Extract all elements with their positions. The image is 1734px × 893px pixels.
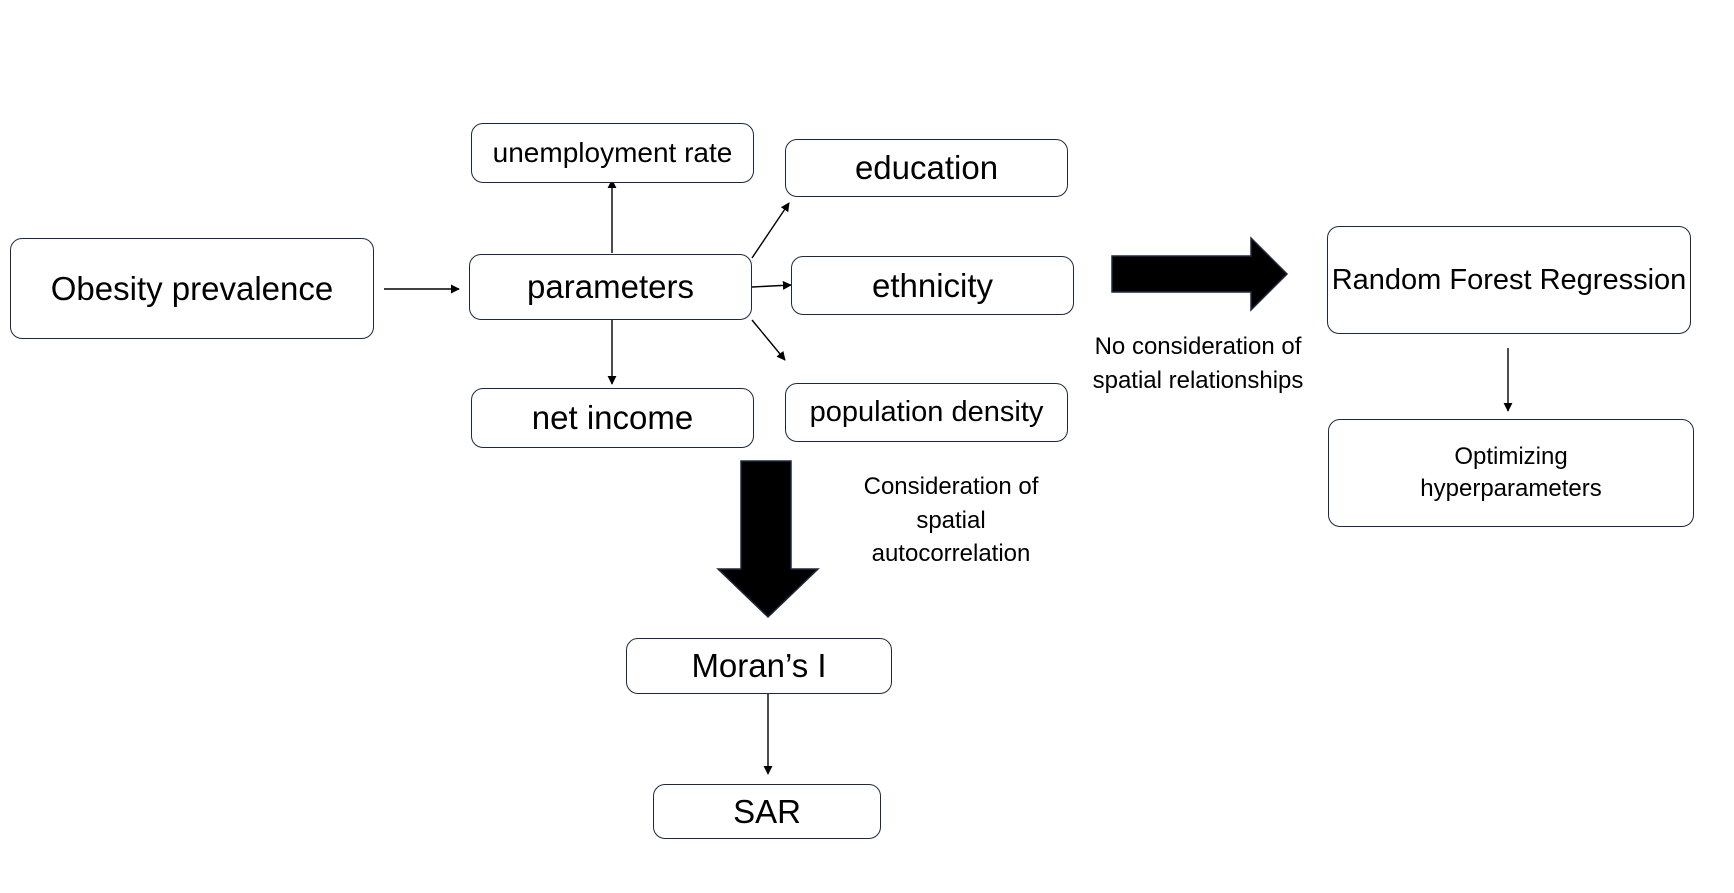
arrow-parameters-to-population-density: [751, 319, 786, 361]
random-forest-regression-box: Random Forest Regression: [1327, 226, 1691, 334]
arrow-parameters-to-ethnicity: [751, 280, 792, 290]
optimizing-hyperparameters-label: Optimizing hyperparameters: [1420, 443, 1602, 502]
population-density-label: population density: [809, 396, 1044, 428]
obesity-prevalence-box: Obesity prevalence: [10, 238, 374, 339]
net-income-box: net income: [471, 388, 754, 448]
optimizing-hyperparameters-box: Optimizing hyperparameters: [1328, 419, 1694, 527]
arrow-parameters-to-education: [751, 202, 790, 259]
morans-i-box: Moran’s I: [626, 638, 892, 694]
parameters-label: parameters: [527, 268, 694, 305]
ethnicity-label: ethnicity: [871, 266, 994, 304]
education-label: education: [854, 149, 999, 186]
unemployment-rate-label: unemployment rate: [492, 137, 733, 168]
education-box: education: [785, 139, 1068, 197]
sar-label: SAR: [733, 792, 801, 830]
sar-box: SAR: [653, 784, 881, 839]
net-income-label: net income: [531, 399, 694, 436]
obesity-prevalence-label: Obesity prevalence: [50, 269, 334, 307]
random-forest-regression-label: Random Forest Regression: [1331, 263, 1687, 296]
no-spatial-consideration-text: No consideration of spatial relationship…: [1092, 333, 1304, 394]
population-density-box: population density: [785, 383, 1068, 442]
ethnicity-box: ethnicity: [791, 256, 1074, 315]
parameters-box: parameters: [469, 254, 752, 320]
big-right-arrow: [1111, 236, 1289, 312]
spatial-autocorrelation-note: Consideration of spatial autocorrelation: [845, 470, 1057, 571]
morans-i-label: Moran’s I: [691, 647, 827, 684]
big-down-arrow: [716, 460, 820, 619]
spatial-autocorrelation-text: Consideration of spatial autocorrelation: [863, 473, 1039, 568]
unemployment-rate-box: unemployment rate: [471, 123, 754, 183]
no-spatial-consideration-note: No consideration of spatial relationship…: [1075, 330, 1321, 397]
